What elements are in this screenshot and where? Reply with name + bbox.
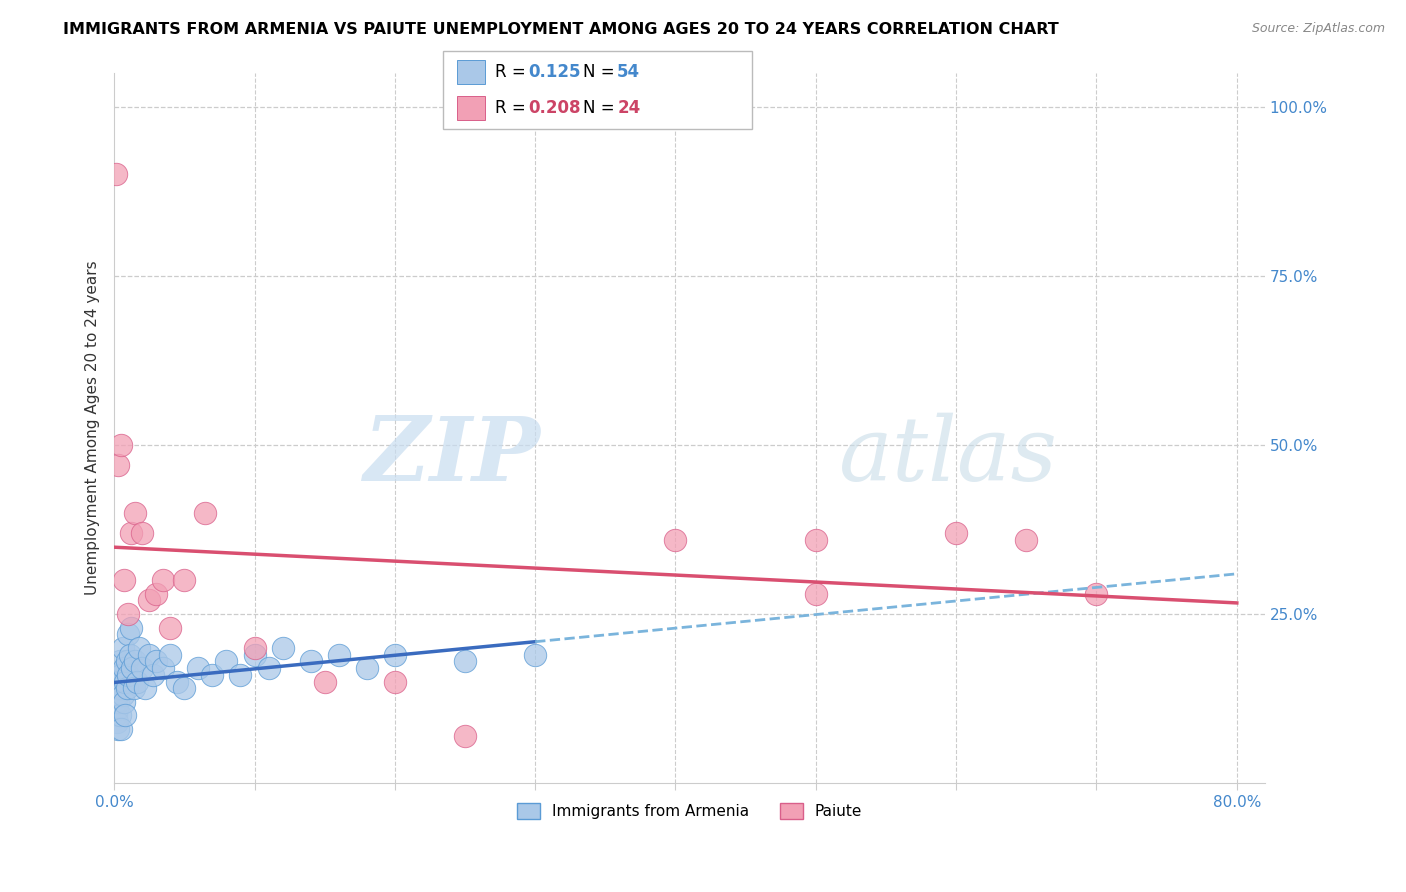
Point xyxy=(114,674,136,689)
Point xyxy=(110,722,132,736)
Point xyxy=(128,640,150,655)
Point xyxy=(104,681,127,696)
Text: R =: R = xyxy=(495,63,531,81)
Text: IMMIGRANTS FROM ARMENIA VS PAIUTE UNEMPLOYMENT AMONG AGES 20 TO 24 YEARS CORRELA: IMMIGRANTS FROM ARMENIA VS PAIUTE UNEMPL… xyxy=(63,22,1059,37)
Point xyxy=(804,587,827,601)
Text: ZIP: ZIP xyxy=(364,413,540,500)
Point xyxy=(384,648,406,662)
Point xyxy=(804,533,827,547)
Point xyxy=(187,661,209,675)
Point xyxy=(120,620,142,634)
Point xyxy=(105,668,128,682)
Text: N =: N = xyxy=(583,63,620,81)
Point xyxy=(257,661,280,675)
Point xyxy=(110,438,132,452)
Point xyxy=(105,688,128,702)
Point xyxy=(110,668,132,682)
Point xyxy=(107,674,129,689)
Point xyxy=(384,674,406,689)
Point xyxy=(112,695,135,709)
Point xyxy=(117,607,139,621)
Text: 0.208: 0.208 xyxy=(529,99,581,117)
Point xyxy=(131,661,153,675)
Point xyxy=(118,648,141,662)
Text: atlas: atlas xyxy=(839,413,1059,500)
Point xyxy=(243,648,266,662)
Point xyxy=(945,525,967,540)
Text: 54: 54 xyxy=(617,63,640,81)
Point xyxy=(145,587,167,601)
Point xyxy=(104,168,127,182)
Point xyxy=(166,674,188,689)
Point xyxy=(117,668,139,682)
Point xyxy=(131,525,153,540)
Point xyxy=(173,681,195,696)
Point xyxy=(142,668,165,682)
Point xyxy=(201,668,224,682)
Point xyxy=(229,668,252,682)
Point xyxy=(159,648,181,662)
Point xyxy=(138,648,160,662)
Point xyxy=(107,695,129,709)
Point xyxy=(124,506,146,520)
Point xyxy=(111,640,134,655)
Point xyxy=(159,620,181,634)
Point xyxy=(108,654,131,668)
Point xyxy=(115,681,138,696)
Point xyxy=(173,573,195,587)
Point xyxy=(299,654,322,668)
Point xyxy=(107,458,129,473)
Point xyxy=(114,708,136,723)
Point xyxy=(108,681,131,696)
Point xyxy=(454,729,477,743)
Point xyxy=(243,640,266,655)
Point xyxy=(107,722,129,736)
Point xyxy=(271,640,294,655)
Point xyxy=(194,506,217,520)
Point xyxy=(105,701,128,715)
Point xyxy=(104,695,127,709)
Text: R =: R = xyxy=(495,99,531,117)
Point xyxy=(120,525,142,540)
Text: N =: N = xyxy=(583,99,620,117)
Point xyxy=(125,674,148,689)
Text: 0.125: 0.125 xyxy=(529,63,581,81)
Point xyxy=(356,661,378,675)
Point xyxy=(145,654,167,668)
Point xyxy=(112,661,135,675)
Point xyxy=(454,654,477,668)
Point xyxy=(117,627,139,641)
Point xyxy=(524,648,547,662)
Point xyxy=(664,533,686,547)
Point xyxy=(215,654,238,668)
Point xyxy=(104,708,127,723)
Point xyxy=(1015,533,1038,547)
Text: Source: ZipAtlas.com: Source: ZipAtlas.com xyxy=(1251,22,1385,36)
Point xyxy=(152,661,174,675)
Point xyxy=(138,593,160,607)
Point xyxy=(115,654,138,668)
Point xyxy=(124,654,146,668)
Point xyxy=(1085,587,1108,601)
Point xyxy=(111,688,134,702)
Point xyxy=(121,661,143,675)
Point xyxy=(112,573,135,587)
Point xyxy=(108,708,131,723)
Point xyxy=(152,573,174,587)
Point xyxy=(105,715,128,730)
Point xyxy=(122,681,145,696)
Point xyxy=(314,674,336,689)
Text: 24: 24 xyxy=(617,99,641,117)
Y-axis label: Unemployment Among Ages 20 to 24 years: Unemployment Among Ages 20 to 24 years xyxy=(86,260,100,595)
Point xyxy=(328,648,350,662)
Legend: Immigrants from Armenia, Paiute: Immigrants from Armenia, Paiute xyxy=(510,797,869,825)
Point xyxy=(134,681,156,696)
